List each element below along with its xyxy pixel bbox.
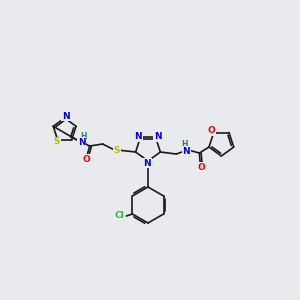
Text: H: H bbox=[80, 131, 87, 140]
Text: O: O bbox=[83, 154, 91, 164]
Text: H: H bbox=[181, 140, 188, 148]
Text: N: N bbox=[78, 137, 86, 146]
Text: S: S bbox=[113, 146, 120, 154]
Text: Cl: Cl bbox=[115, 212, 124, 220]
Text: N: N bbox=[183, 146, 190, 155]
Text: N: N bbox=[154, 132, 161, 141]
Text: N: N bbox=[143, 158, 151, 167]
Text: S: S bbox=[53, 137, 60, 146]
Text: O: O bbox=[197, 163, 205, 172]
Text: O: O bbox=[208, 126, 216, 135]
Text: N: N bbox=[62, 112, 69, 121]
Text: N: N bbox=[134, 132, 142, 141]
